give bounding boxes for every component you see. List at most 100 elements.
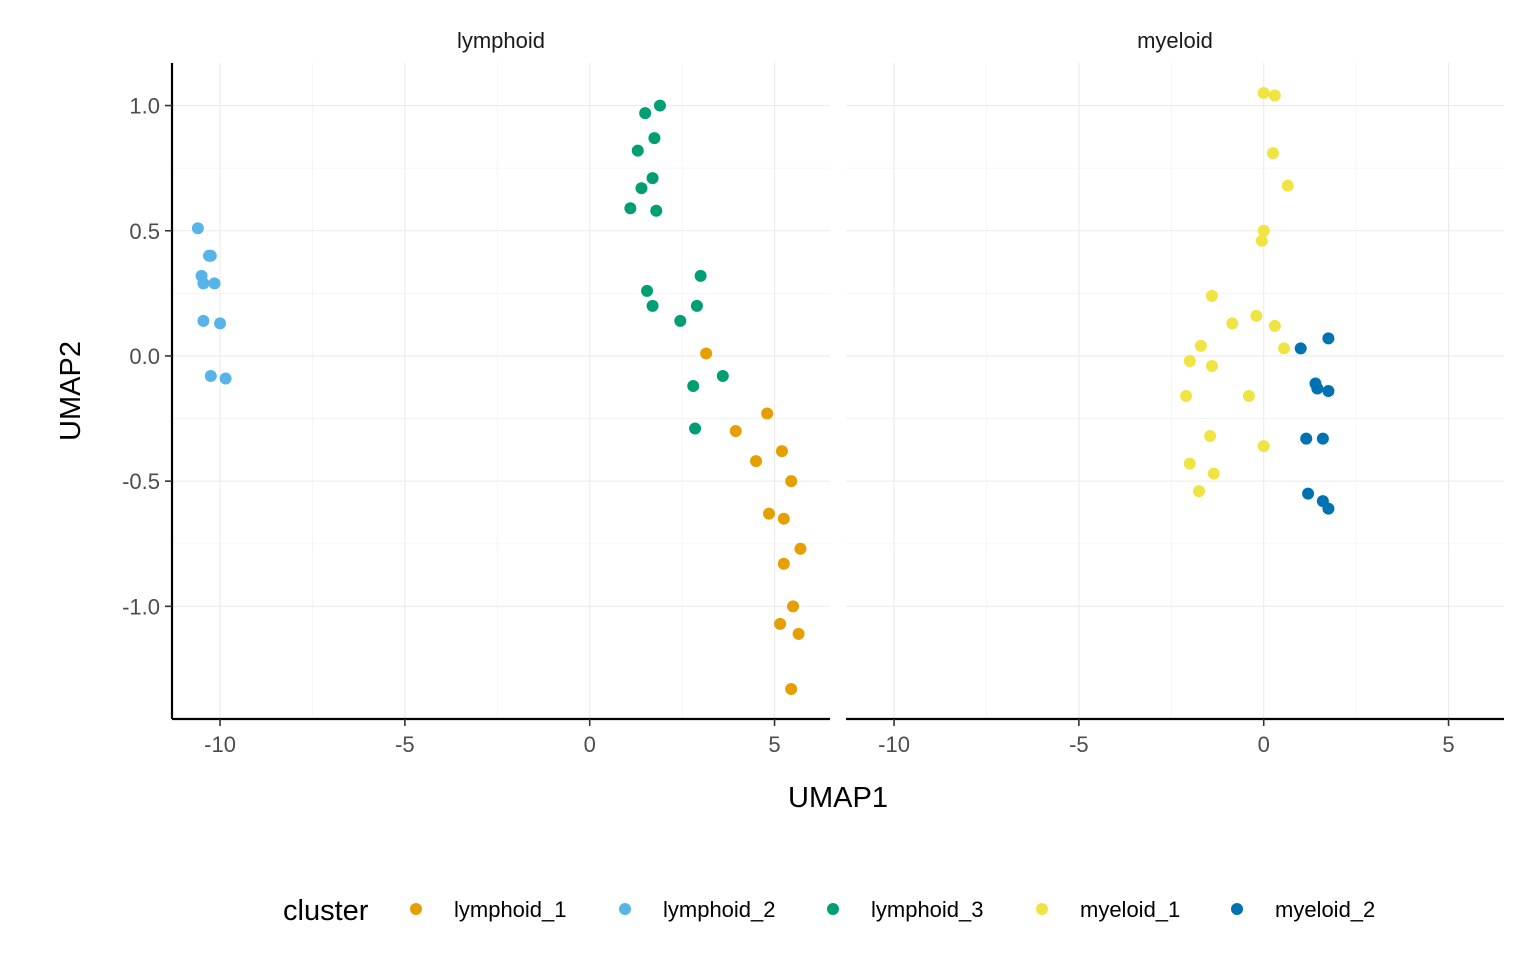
scatter-point [689, 422, 702, 435]
scatter-point [774, 617, 787, 630]
y-tick-label: 0.5 [129, 219, 160, 244]
x-tick-label: 5 [1442, 732, 1454, 757]
x-tick-label: -10 [878, 732, 910, 757]
x-tick-label: -5 [395, 732, 415, 757]
y-tick-label: 0.0 [129, 344, 160, 369]
scatter-point [690, 299, 703, 312]
legend-title: cluster [283, 895, 369, 927]
scatter-point [792, 627, 805, 640]
scatter-point [775, 445, 788, 458]
scatter-point [1268, 319, 1281, 332]
scatter-point [1322, 332, 1335, 345]
scatter-point [1302, 487, 1315, 500]
legend-key [619, 903, 631, 915]
facet-panel-1: -10 -5 0 5 myeloid [846, 28, 1504, 757]
scatter-point [1193, 485, 1206, 498]
legend-label: lymphoid_3 [871, 897, 984, 922]
scatter-point [1204, 430, 1217, 443]
scatter-point [1180, 390, 1193, 403]
scatter-point [1268, 89, 1281, 102]
series-lymphoid_3 [624, 99, 729, 435]
x-tick-label: -5 [1069, 732, 1089, 757]
scatter-point [794, 542, 807, 555]
x-tick-label: 5 [768, 732, 780, 757]
scatter-point [1194, 339, 1207, 352]
legend-key [1231, 903, 1243, 915]
scatter-point [197, 277, 210, 290]
scatter-point [641, 284, 654, 297]
scatter-point [1311, 382, 1324, 395]
series-myeloid_2 [1294, 332, 1335, 515]
scatter-point [648, 132, 661, 145]
x-axis-title: UMAP1 [788, 782, 888, 814]
scatter-point [785, 475, 798, 488]
scatter-point [694, 269, 707, 282]
scatter-point [716, 369, 729, 382]
scatter-point [1250, 309, 1263, 322]
x-tick-label: -10 [204, 732, 236, 757]
series-myeloid_1 [1180, 87, 1294, 498]
scatter-point [1207, 467, 1220, 480]
scatter-point [214, 317, 227, 330]
scatter-point [763, 507, 776, 520]
scatter-point [777, 557, 790, 570]
legend-key [410, 903, 422, 915]
y-tick-label: -1.0 [122, 594, 160, 619]
scatter-point [1294, 342, 1307, 355]
scatter-point [1255, 234, 1268, 247]
scatter-point [674, 314, 687, 327]
scatter-point [219, 372, 232, 385]
scatter-point [1257, 440, 1270, 453]
facet-title: myeloid [1137, 28, 1213, 53]
scatter-point [646, 299, 659, 312]
scatter-point [729, 425, 742, 438]
scatter-point [639, 107, 652, 120]
y-axis-title: UMAP2 [55, 341, 87, 441]
scatter-point [1183, 457, 1196, 470]
legend-label: myeloid_1 [1080, 897, 1180, 922]
y-tick-label: 1.0 [129, 94, 160, 119]
scatter-point [1205, 359, 1218, 372]
scatter-point [650, 204, 663, 217]
scatter-point [787, 600, 800, 613]
scatter-point [1226, 317, 1239, 330]
scatter-point [1316, 432, 1329, 445]
legend-key [827, 903, 839, 915]
scatter-point [1278, 342, 1291, 355]
scatter-point [1183, 354, 1196, 367]
series-lymphoid_2 [191, 222, 232, 385]
x-tick-label: 0 [1258, 732, 1270, 757]
scatter-point [1300, 432, 1313, 445]
scatter-point [204, 249, 217, 262]
scatter-point [700, 347, 713, 360]
legend-label: lymphoid_2 [663, 897, 776, 922]
scatter-point [777, 512, 790, 525]
scatter-point [1257, 224, 1270, 237]
y-tick-label: -0.5 [122, 469, 160, 494]
legend-label: myeloid_2 [1275, 897, 1375, 922]
scatter-point [761, 407, 774, 420]
series-lymphoid_1 [700, 347, 807, 695]
scatter-point [687, 379, 700, 392]
scatter-point [1205, 289, 1218, 302]
scatter-point [1281, 179, 1294, 192]
scatter-point [1322, 502, 1335, 515]
scatter-point [208, 277, 221, 290]
legend-key [1036, 903, 1048, 915]
scatter-point [204, 369, 217, 382]
scatter-point [631, 144, 644, 157]
scatter-point [653, 99, 666, 112]
scatter-point [197, 314, 210, 327]
scatter-point [1242, 390, 1255, 403]
scatter-point [191, 222, 204, 235]
facet-panel-0: 1.0 0.5 0.0 -0.5 -1.0 -10 -5 0 5 lymphoid [122, 28, 830, 757]
scatter-point [1322, 385, 1335, 397]
scatter-point [785, 682, 798, 695]
facet-title: lymphoid [457, 28, 545, 53]
x-tick-label: 0 [584, 732, 596, 757]
scatter-point [635, 182, 648, 195]
legend: cluster lymphoid_1 lymphoid_2 lymphoid_3 my… [283, 895, 1375, 927]
scatter-point [624, 202, 637, 215]
scatter-point [646, 172, 659, 185]
